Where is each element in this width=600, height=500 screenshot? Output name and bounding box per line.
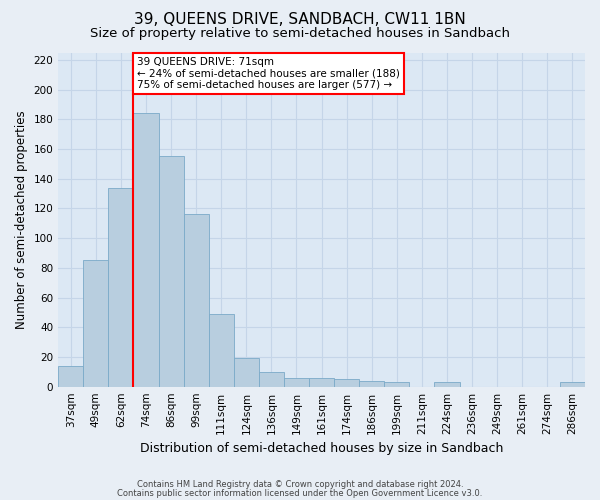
Text: Contains public sector information licensed under the Open Government Licence v3: Contains public sector information licen…	[118, 489, 482, 498]
Bar	[334, 380, 359, 386]
Bar	[234, 358, 259, 386]
Bar	[385, 382, 409, 386]
Bar	[434, 382, 460, 386]
Bar	[359, 380, 385, 386]
Bar	[209, 314, 234, 386]
Text: 39 QUEENS DRIVE: 71sqm
← 24% of semi-detached houses are smaller (188)
75% of se: 39 QUEENS DRIVE: 71sqm ← 24% of semi-det…	[137, 57, 400, 90]
X-axis label: Distribution of semi-detached houses by size in Sandbach: Distribution of semi-detached houses by …	[140, 442, 503, 455]
Bar	[109, 188, 133, 386]
Bar	[309, 378, 334, 386]
Bar	[284, 378, 309, 386]
Bar	[259, 372, 284, 386]
Y-axis label: Number of semi-detached properties: Number of semi-detached properties	[15, 110, 28, 329]
Bar	[58, 366, 83, 386]
Bar	[133, 114, 158, 386]
Bar	[560, 382, 585, 386]
Bar	[83, 260, 109, 386]
Bar	[184, 214, 209, 386]
Bar	[158, 156, 184, 386]
Text: Contains HM Land Registry data © Crown copyright and database right 2024.: Contains HM Land Registry data © Crown c…	[137, 480, 463, 489]
Text: 39, QUEENS DRIVE, SANDBACH, CW11 1BN: 39, QUEENS DRIVE, SANDBACH, CW11 1BN	[134, 12, 466, 28]
Text: Size of property relative to semi-detached houses in Sandbach: Size of property relative to semi-detach…	[90, 28, 510, 40]
